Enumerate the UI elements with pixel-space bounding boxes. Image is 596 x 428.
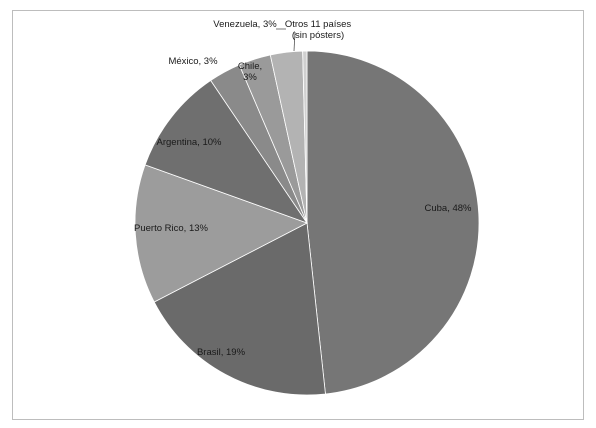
slice-labels: Cuba, 48% Brasil, 19% Puerto Rico, 13% Arge…	[134, 19, 472, 358]
pie-slice-1	[153, 222, 326, 396]
pie-slice-7	[302, 50, 308, 224]
pie-slice-0	[306, 50, 480, 395]
slice-label-4: México, 3%	[168, 56, 218, 67]
slice-label-2: Puerto Rico, 13%	[134, 223, 208, 234]
slice-label-7: Venezuela, 3%	[213, 19, 277, 30]
slice-label-6: Otros 11 países (sin pósters)	[285, 19, 352, 41]
chart-frame: Cuba, 48% Brasil, 19% Puerto Rico, 13% Arge…	[12, 10, 584, 420]
slice-label-1: Brasil, 19%	[197, 347, 246, 358]
slice-label-0: Cuba, 48%	[424, 203, 472, 214]
leader-lines	[276, 28, 296, 52]
leader-line-0	[293, 31, 296, 52]
pie-slice-3	[144, 79, 309, 224]
pie-chart: Cuba, 48% Brasil, 19% Puerto Rico, 13% Arge…	[134, 19, 480, 396]
pie-slice-2	[134, 164, 308, 303]
slice-label-3: Argentina, 10%	[157, 137, 223, 148]
slice-label-5: Chile, 3%	[238, 61, 262, 83]
pie-slices	[134, 50, 480, 396]
